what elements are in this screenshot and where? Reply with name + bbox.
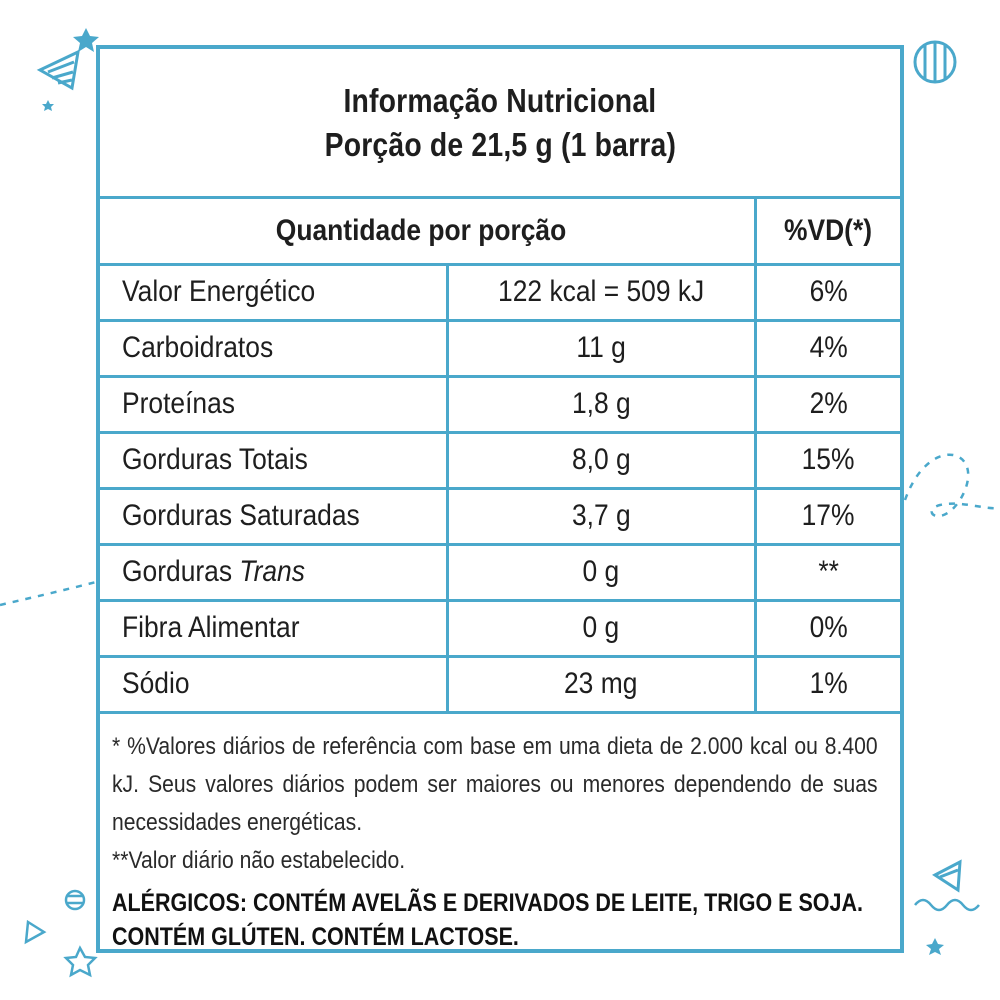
nutrient-vd: 1% [755, 656, 900, 714]
nutrition-title: Informação Nutricional [343, 81, 657, 119]
nutrient-name: Carboidratos [100, 320, 449, 378]
nutrient-amount: 122 kcal = 509 kJ [447, 264, 757, 322]
nutrient-name: Fibra Alimentar [100, 600, 449, 658]
star-icon [42, 100, 54, 111]
trans-italic: Trans [239, 555, 305, 588]
squiggle [914, 898, 980, 912]
party-hat-icon [24, 919, 47, 945]
quantity-header: Quantidade por porção [100, 199, 757, 266]
nutrient-amount: 23 mg [447, 656, 757, 714]
nutrient-amount: 0 g [447, 544, 757, 602]
nutrient-amount: 0 g [447, 600, 757, 658]
party-hat-icon [36, 49, 80, 91]
nutrient-vd: 2% [755, 376, 900, 434]
table-row: Gorduras Trans 0 g ** [100, 544, 900, 602]
table-row: Valor Energético 122 kcal = 509 kJ 6% [100, 264, 900, 322]
dashed-swirl-line [903, 453, 1000, 518]
star-icon [73, 28, 99, 52]
table-row: Proteínas 1,8 g 2% [100, 376, 900, 434]
star-icon [926, 938, 944, 955]
nutrient-name: Gorduras Totais [100, 432, 449, 490]
dashed-swirl-line [0, 580, 97, 607]
striped-ball-icon [64, 889, 86, 911]
nutrient-vd: ** [755, 544, 900, 602]
nutrient-name: Gorduras Trans [100, 544, 449, 602]
reference-footnote: * %Valores diários de referência com bas… [112, 732, 878, 836]
allergen-line: ALÉRGICOS: CONTÉM AVELÃS E DERIVADOS DE … [112, 888, 863, 917]
allergen-warning: ALÉRGICOS: CONTÉM AVELÃS E DERIVADOS DE … [112, 886, 886, 954]
vd-header: %VD(*) [755, 199, 900, 266]
nutrient-name: Gorduras Saturadas [100, 488, 449, 546]
star-icon [63, 945, 98, 978]
nutrient-name: Valor Energético [100, 264, 449, 322]
nutrient-amount: 8,0 g [447, 432, 757, 490]
not-established-footnote: **Valor diário não estabelecido. [112, 846, 406, 874]
table-row: Gorduras Totais 8,0 g 15% [100, 432, 900, 490]
nutrient-name: Proteínas [100, 376, 449, 434]
nutrition-header: Informação Nutricional Porção de 21,5 g … [100, 49, 900, 199]
table-row: Gorduras Saturadas 3,7 g 17% [100, 488, 900, 546]
nutrient-name: Sódio [100, 656, 449, 714]
nutrient-vd: 17% [755, 488, 900, 546]
table-row: Fibra Alimentar 0 g 0% [100, 600, 900, 658]
footnotes: * %Valores diários de referência com bas… [100, 714, 900, 954]
portion-size: Porção de 21,5 g (1 barra) [324, 125, 676, 163]
nutrition-facts-panel: Informação Nutricional Porção de 21,5 g … [96, 45, 904, 953]
nutrient-amount: 3,7 g [447, 488, 757, 546]
nutrient-amount: 11 g [447, 320, 757, 378]
table-row: Sódio 23 mg 1% [100, 656, 900, 714]
allergen-line: CONTÉM GLÚTEN. CONTÉM LACTOSE. [112, 922, 519, 951]
table-header-row: Quantidade por porção %VD(*) [100, 199, 900, 266]
nutrient-vd: 6% [755, 264, 900, 322]
nutrient-amount: 1,8 g [447, 376, 757, 434]
nutrient-vd: 4% [755, 320, 900, 378]
party-hat-icon [932, 859, 962, 893]
striped-ball-icon [913, 40, 957, 84]
nutrient-vd: 15% [755, 432, 900, 490]
nutrient-vd: 0% [755, 600, 900, 658]
nutrition-table: Quantidade por porção %VD(*) Valor Energ… [100, 199, 900, 714]
table-row: Carboidratos 11 g 4% [100, 320, 900, 378]
